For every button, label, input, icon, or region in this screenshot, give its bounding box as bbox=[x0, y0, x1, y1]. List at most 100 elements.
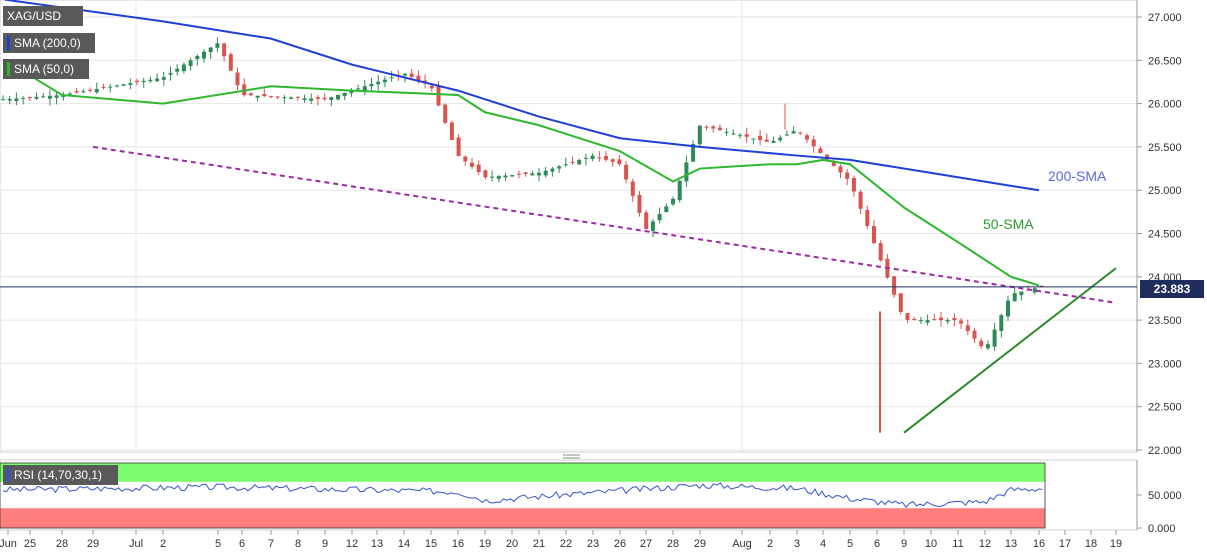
candle-body bbox=[711, 126, 716, 129]
candle-body bbox=[630, 181, 635, 197]
candle-body bbox=[831, 161, 836, 166]
candle-body bbox=[362, 86, 367, 91]
x-tick-label: 28 bbox=[56, 538, 68, 550]
sma200-swatch bbox=[7, 36, 10, 50]
candle-body bbox=[443, 104, 448, 123]
candle-body bbox=[322, 97, 327, 100]
rsi-band-border bbox=[0, 462, 1046, 529]
candle-body bbox=[94, 88, 99, 93]
candle-body bbox=[624, 164, 629, 180]
candle-body bbox=[704, 126, 709, 128]
sma50-swatch bbox=[7, 62, 10, 76]
y-tick-label: 26.000 bbox=[1148, 99, 1182, 111]
candle-body bbox=[878, 243, 883, 261]
x-tick-label: 29 bbox=[694, 538, 706, 550]
rsi-line bbox=[2, 482, 1043, 509]
candle-body bbox=[295, 96, 300, 98]
x-tick-label: 10 bbox=[925, 538, 937, 550]
x-tick-label: 8 bbox=[295, 538, 301, 550]
x-tick-label: 11 bbox=[952, 538, 963, 550]
price-axis: 27.00026.50026.00025.50025.00024.50024.0… bbox=[1136, 0, 1182, 457]
candle-body bbox=[918, 320, 923, 322]
candle-body bbox=[81, 91, 86, 93]
candle-body bbox=[939, 317, 943, 321]
candle-body bbox=[128, 83, 133, 85]
main-grid bbox=[0, 0, 1137, 452]
candle-body bbox=[664, 206, 669, 213]
candle-body bbox=[456, 137, 461, 157]
y-tick-label: 25.500 bbox=[1148, 142, 1182, 154]
candle-body bbox=[369, 83, 374, 87]
candle-body bbox=[68, 93, 72, 95]
candle-body bbox=[523, 172, 528, 174]
current-price-value: 23.883 bbox=[1153, 282, 1191, 296]
candle-body bbox=[1032, 288, 1037, 293]
candle-body bbox=[992, 329, 997, 347]
candle-body bbox=[470, 162, 474, 167]
x-tick-label: 5 bbox=[215, 538, 221, 550]
candle-body bbox=[543, 170, 548, 176]
candle-body bbox=[644, 212, 649, 229]
sma50-annotation: 50-SMA bbox=[983, 216, 1034, 232]
candle-body bbox=[342, 92, 347, 97]
sma200-legend[interactable]: SMA (200,0) bbox=[3, 33, 95, 53]
sma50-legend[interactable]: SMA (50,0) bbox=[3, 59, 89, 79]
pane-resize-handle[interactable] bbox=[563, 454, 580, 459]
x-tick-label: 17 bbox=[1059, 538, 1071, 550]
candle-body bbox=[912, 318, 917, 321]
candle-body bbox=[898, 293, 903, 312]
candle-body bbox=[1006, 300, 1010, 317]
candle-body bbox=[972, 330, 977, 339]
candle-body bbox=[945, 320, 950, 322]
x-tick-label: 13 bbox=[1005, 538, 1017, 550]
candle-body bbox=[463, 156, 468, 162]
candle-body bbox=[496, 176, 501, 179]
candle-body bbox=[483, 170, 488, 178]
candle-body bbox=[403, 73, 407, 76]
candle-body bbox=[617, 159, 622, 165]
y-tick-label: 25.000 bbox=[1148, 185, 1182, 197]
candle-body bbox=[597, 157, 602, 159]
candle-body bbox=[382, 79, 387, 83]
candle-body bbox=[784, 134, 789, 136]
candle-body bbox=[329, 97, 334, 100]
candle-body bbox=[999, 315, 1004, 331]
candle-body bbox=[557, 166, 562, 169]
x-tick-label: 28 bbox=[667, 538, 679, 550]
candle-body bbox=[181, 64, 186, 72]
rsi-pane bbox=[0, 462, 1046, 529]
sma50-legend-label: SMA (50,0) bbox=[14, 62, 75, 76]
candle-body bbox=[851, 177, 856, 192]
candle-body bbox=[530, 173, 535, 176]
symbol-legend[interactable]: XAG/USD bbox=[3, 6, 83, 26]
candle-body bbox=[255, 95, 260, 98]
candle-body bbox=[88, 89, 93, 91]
y-tick-label: 27.000 bbox=[1148, 12, 1182, 24]
candle-body bbox=[476, 164, 481, 173]
candle-body bbox=[932, 319, 937, 321]
candle-body bbox=[637, 194, 642, 213]
candle-body bbox=[14, 98, 19, 102]
rsi-swatch bbox=[7, 468, 10, 482]
x-tick-label: 2 bbox=[767, 538, 773, 550]
rsi-oversold-zone bbox=[0, 508, 1045, 528]
x-tick-label: 9 bbox=[322, 538, 328, 550]
candle-body bbox=[503, 175, 508, 178]
x-tick-label: 16 bbox=[1033, 538, 1045, 550]
candle-body bbox=[677, 180, 682, 201]
sma200-line bbox=[4, 0, 1040, 192]
x-tick-label: 9 bbox=[901, 538, 907, 550]
rsi-legend[interactable]: RSI (14,70,30,1) bbox=[3, 465, 118, 485]
candle-body bbox=[215, 43, 220, 48]
candle-body bbox=[148, 79, 153, 82]
candle-body bbox=[738, 135, 742, 137]
candle-body bbox=[228, 54, 233, 71]
date-axis: Jun 25 28 29 Jul 2 5 6 7 8 9 12 13 14 15 16 19 20 21 22 23 26… bbox=[0, 530, 1122, 550]
x-tick-label: 13 bbox=[371, 538, 383, 550]
current-price-tag: 23.883 bbox=[1140, 280, 1204, 298]
candle-body bbox=[108, 86, 113, 88]
candle-body bbox=[516, 173, 521, 175]
candle-body bbox=[208, 47, 213, 53]
candle-body bbox=[717, 127, 722, 131]
